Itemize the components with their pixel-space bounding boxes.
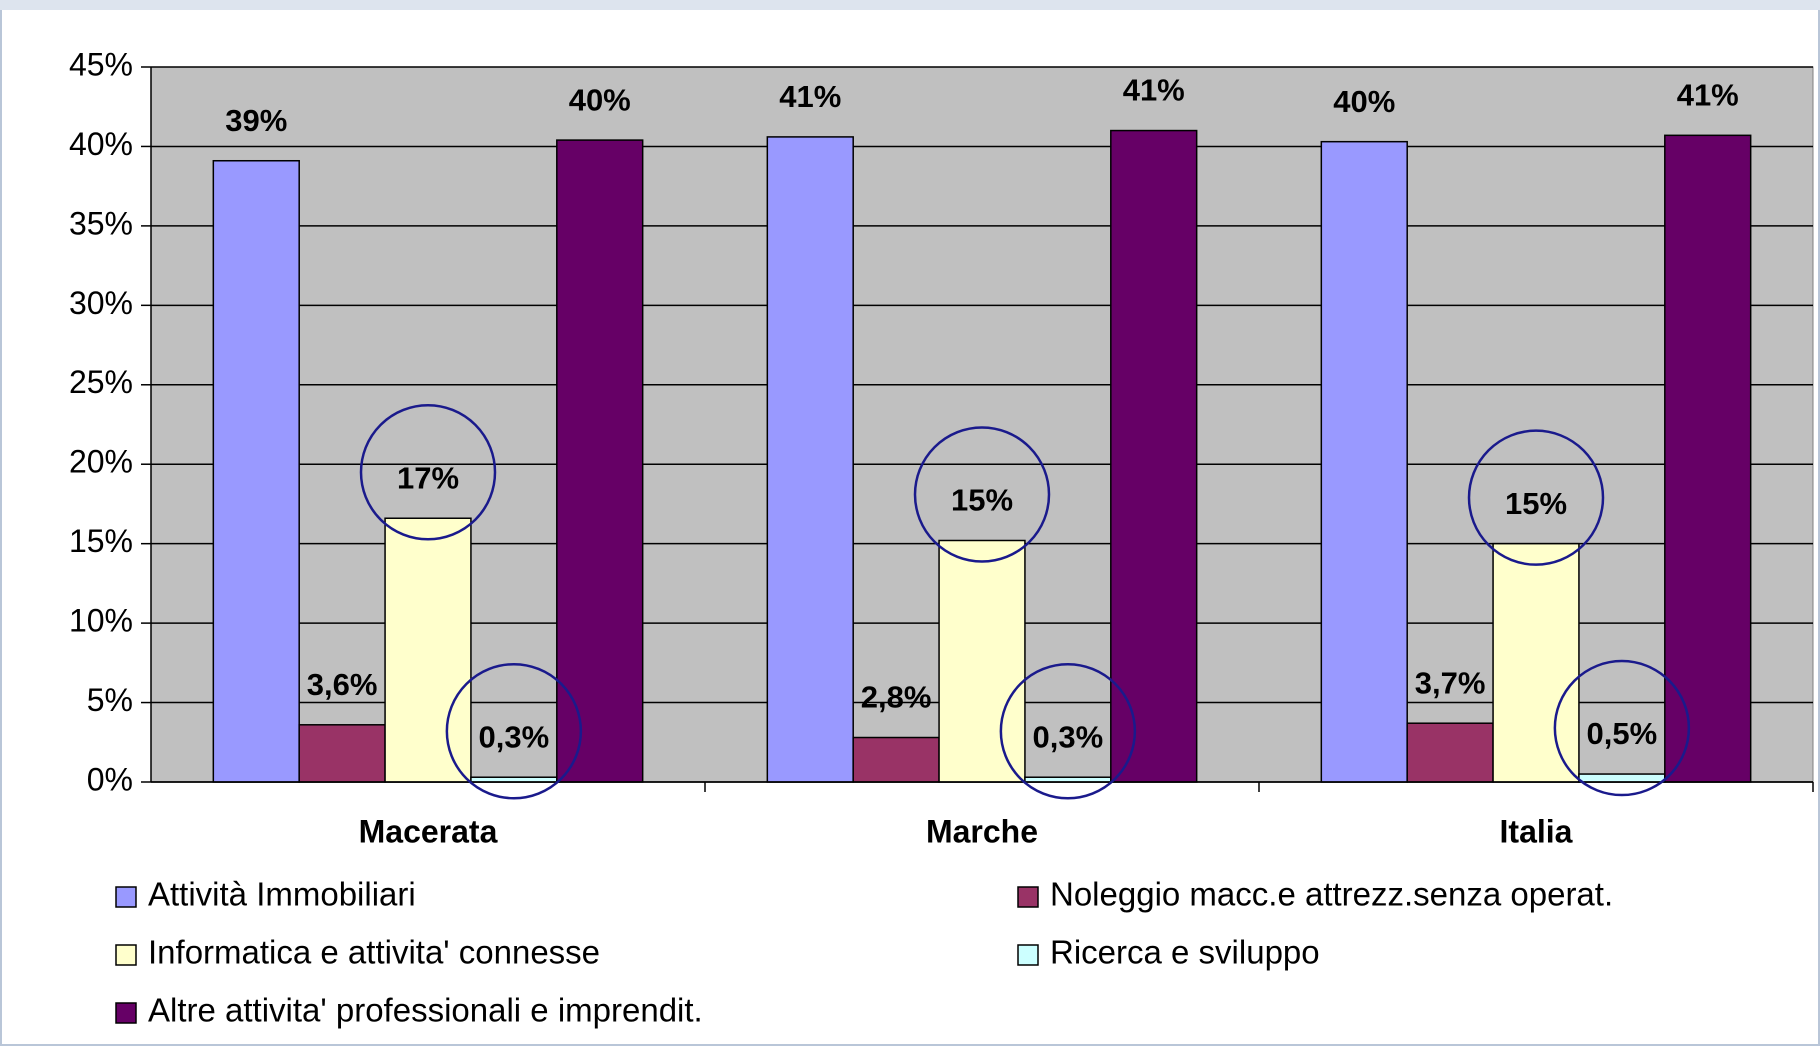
y-tick-label: 35%	[69, 205, 133, 241]
bar	[1110, 129, 1198, 783]
y-tick-label: 25%	[69, 364, 133, 400]
legend-swatch	[115, 886, 137, 908]
legend-label: Ricerca e sviluppo	[1050, 934, 1320, 971]
legend-swatch	[115, 944, 137, 966]
data-label: 41%	[1677, 78, 1739, 113]
data-label: 15%	[951, 483, 1013, 518]
bar	[298, 724, 386, 783]
highlight-circle	[1467, 429, 1605, 566]
legend-swatch	[115, 1002, 137, 1024]
y-tick-label: 5%	[87, 682, 133, 718]
bar	[766, 136, 854, 783]
legend-label: Altre attivita' professionali e imprendi…	[148, 992, 703, 1029]
y-tick-label: 30%	[69, 285, 133, 321]
data-label: 2,8%	[861, 680, 932, 715]
bar	[1320, 140, 1408, 783]
bar	[1406, 722, 1494, 783]
legend-label: Noleggio macc.e attrezz.senza operat.	[1050, 876, 1613, 913]
highlight-circle	[913, 426, 1051, 563]
data-label: 0,5%	[1587, 716, 1658, 751]
data-label: 40%	[569, 82, 631, 117]
bar	[1664, 134, 1752, 783]
bar	[1578, 773, 1666, 783]
legend-label: Informatica e attivita' connesse	[148, 934, 600, 971]
y-tick-label: 40%	[69, 126, 133, 162]
legend-swatch	[1017, 944, 1039, 966]
x-tick-label: Marche	[926, 813, 1038, 849]
data-label: 0,3%	[1033, 719, 1104, 754]
bar	[212, 159, 300, 783]
data-label: 3,6%	[307, 667, 378, 702]
y-tick-label: 0%	[87, 761, 133, 797]
bar	[384, 517, 472, 783]
x-tick-label: Macerata	[359, 813, 498, 849]
data-label: 39%	[225, 103, 287, 138]
data-label: 41%	[1123, 73, 1185, 108]
highlight-circle	[445, 662, 583, 800]
top-strip	[0, 0, 1820, 10]
data-label: 17%	[397, 460, 459, 495]
bar	[556, 139, 644, 783]
bar	[938, 539, 1026, 783]
bar	[852, 736, 940, 783]
x-tick-label: Italia	[1500, 813, 1573, 849]
highlight-circle	[999, 662, 1137, 800]
data-label: 0,3%	[479, 719, 550, 754]
data-label: 40%	[1333, 84, 1395, 119]
y-tick-label: 15%	[69, 523, 133, 559]
data-label: 3,7%	[1415, 665, 1486, 700]
y-tick-label: 45%	[69, 46, 133, 82]
legend-label: Attività Immobiliari	[148, 876, 416, 913]
y-tick-label: 20%	[69, 444, 133, 480]
bar	[1492, 542, 1580, 783]
y-tick-label: 10%	[69, 603, 133, 639]
data-label: 41%	[779, 79, 841, 114]
legend-swatch	[1017, 886, 1039, 908]
highlight-circle	[1553, 659, 1691, 797]
highlight-circle	[359, 403, 497, 541]
data-label: 15%	[1505, 486, 1567, 521]
